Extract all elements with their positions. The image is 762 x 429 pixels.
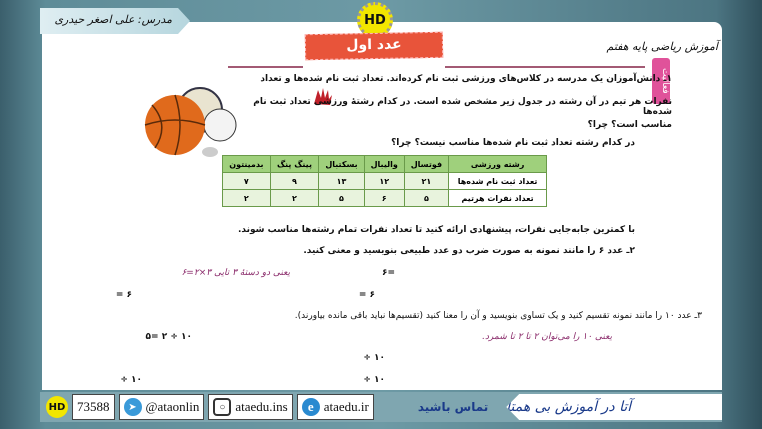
table-cell: رشته ورزشی bbox=[448, 155, 547, 173]
q1-line2: نفرات هر تیم در آن رشته در جدول زیر مشخص… bbox=[253, 97, 672, 117]
website-url: ataedu.ir bbox=[323, 399, 369, 414]
instagram-handle: ataedu.ins bbox=[235, 399, 288, 414]
table-cell: ۵ bbox=[318, 189, 365, 207]
sports-balls-image bbox=[144, 87, 237, 157]
phone-box: 73588 bbox=[72, 394, 115, 420]
telegram-icon: ➤ bbox=[123, 398, 142, 416]
q3-example-eq: ۱۰ ÷ ۲ =۵ bbox=[145, 332, 193, 342]
q2-blank: ۶ = bbox=[358, 290, 375, 300]
table-cell: ۷ bbox=[222, 172, 271, 190]
table-cell: ۱۲ bbox=[363, 172, 405, 190]
table-cell: ۵ bbox=[403, 189, 450, 207]
website-link[interactable]: e ataedu.ir bbox=[296, 394, 374, 420]
q3-blank: ۱۰ ÷ bbox=[363, 353, 385, 363]
sports-table: رشته ورزشی فوتسال والیبال بسکتبال پینگ پنگ بد… bbox=[222, 155, 547, 207]
hand-pointer-icon bbox=[314, 88, 332, 105]
table-cell: فوتسال bbox=[403, 155, 450, 173]
table-row: تعداد ثبت نام شده‌ها ۲۱ ۱۲ ۱۳ ۹ ۷ bbox=[222, 172, 547, 190]
table-cell: بدمینتون bbox=[222, 155, 271, 173]
q1-line1: ۱ـ دانش‌آموزان یک مدرسه در کلاس‌های ورزش… bbox=[260, 74, 672, 84]
footer-bar: HD 73588 ➤ @ataonlin ○ ataedu.ins e ataedu.… bbox=[40, 392, 722, 422]
contact-text: تماس باشید bbox=[417, 400, 489, 414]
q2-blank: ۶ = bbox=[115, 290, 132, 300]
q1-line3: مناسب است؟ چرا؟ bbox=[587, 120, 672, 130]
table-cell: ۲۱ bbox=[403, 172, 450, 190]
q2-prompt: ۲ـ عدد ۶ را مانند نمونه به صورت ضرب دو ع… bbox=[303, 246, 635, 256]
table-cell: ۹ bbox=[269, 172, 320, 190]
lesson-title: عدد اول bbox=[304, 31, 444, 61]
instagram-icon: ○ bbox=[213, 398, 232, 416]
telegram-handle: @ataonlin bbox=[145, 399, 200, 414]
q3-prompt: ۳ـ عدد ۱۰ را مانند نمونه تقسیم کنید و یک… bbox=[294, 311, 702, 321]
q2-example: یعنی دو دستهٔ ۳ تایی ۳×۲=۶ bbox=[181, 268, 290, 278]
table-cell: تعداد نفرات هرتیم bbox=[448, 189, 547, 207]
table-row: تعداد نفرات هرتیم ۵ ۶ ۵ ۲ ۲ bbox=[222, 189, 547, 207]
q3-example-text: یعنی ۱۰ را می‌توان ۲ تا ۲ تا شمرد. bbox=[482, 332, 612, 342]
q1-line4: در کدام رشته تعداد ثبت نام شده‌ها مناسب … bbox=[391, 138, 635, 148]
q3-blank: ۱۰ ÷ bbox=[363, 375, 385, 385]
teacher-name: مدرس: علی اصغر حیدری bbox=[40, 8, 190, 34]
activity-tag: فعالیت bbox=[652, 58, 670, 104]
subject-title: آموزش ریاضی پایه هفتم bbox=[606, 40, 718, 53]
divider bbox=[228, 66, 303, 68]
q2-blank: =۶ bbox=[381, 268, 395, 278]
table-cell: ۲ bbox=[269, 189, 320, 207]
table-cell: ۲ bbox=[222, 189, 271, 207]
slogan: آتا در آموزش بی همتا bbox=[506, 394, 722, 420]
table-cell: ۱۳ bbox=[318, 172, 365, 190]
logo-icon: HD bbox=[46, 396, 68, 418]
divider bbox=[445, 66, 645, 68]
phone-number: 73588 bbox=[77, 399, 110, 414]
table-row: رشته ورزشی فوتسال والیبال بسکتبال پینگ پنگ بد… bbox=[222, 155, 547, 173]
table-cell: والیبال bbox=[363, 155, 405, 173]
table-cell: پینگ پنگ bbox=[269, 155, 320, 173]
q1-line5: با کمترین جابه‌جایی نفرات، پیشنهادی ارائ… bbox=[238, 225, 635, 235]
telegram-link[interactable]: ➤ @ataonlin bbox=[118, 394, 205, 420]
instagram-link[interactable]: ○ ataedu.ins bbox=[208, 394, 293, 420]
browser-icon: e bbox=[301, 398, 320, 416]
q3-blank: ۱۰ ÷ bbox=[120, 375, 142, 385]
table-cell: بسکتبال bbox=[318, 155, 365, 173]
table-cell: ۶ bbox=[363, 189, 405, 207]
table-cell: تعداد ثبت نام شده‌ها bbox=[448, 172, 547, 190]
